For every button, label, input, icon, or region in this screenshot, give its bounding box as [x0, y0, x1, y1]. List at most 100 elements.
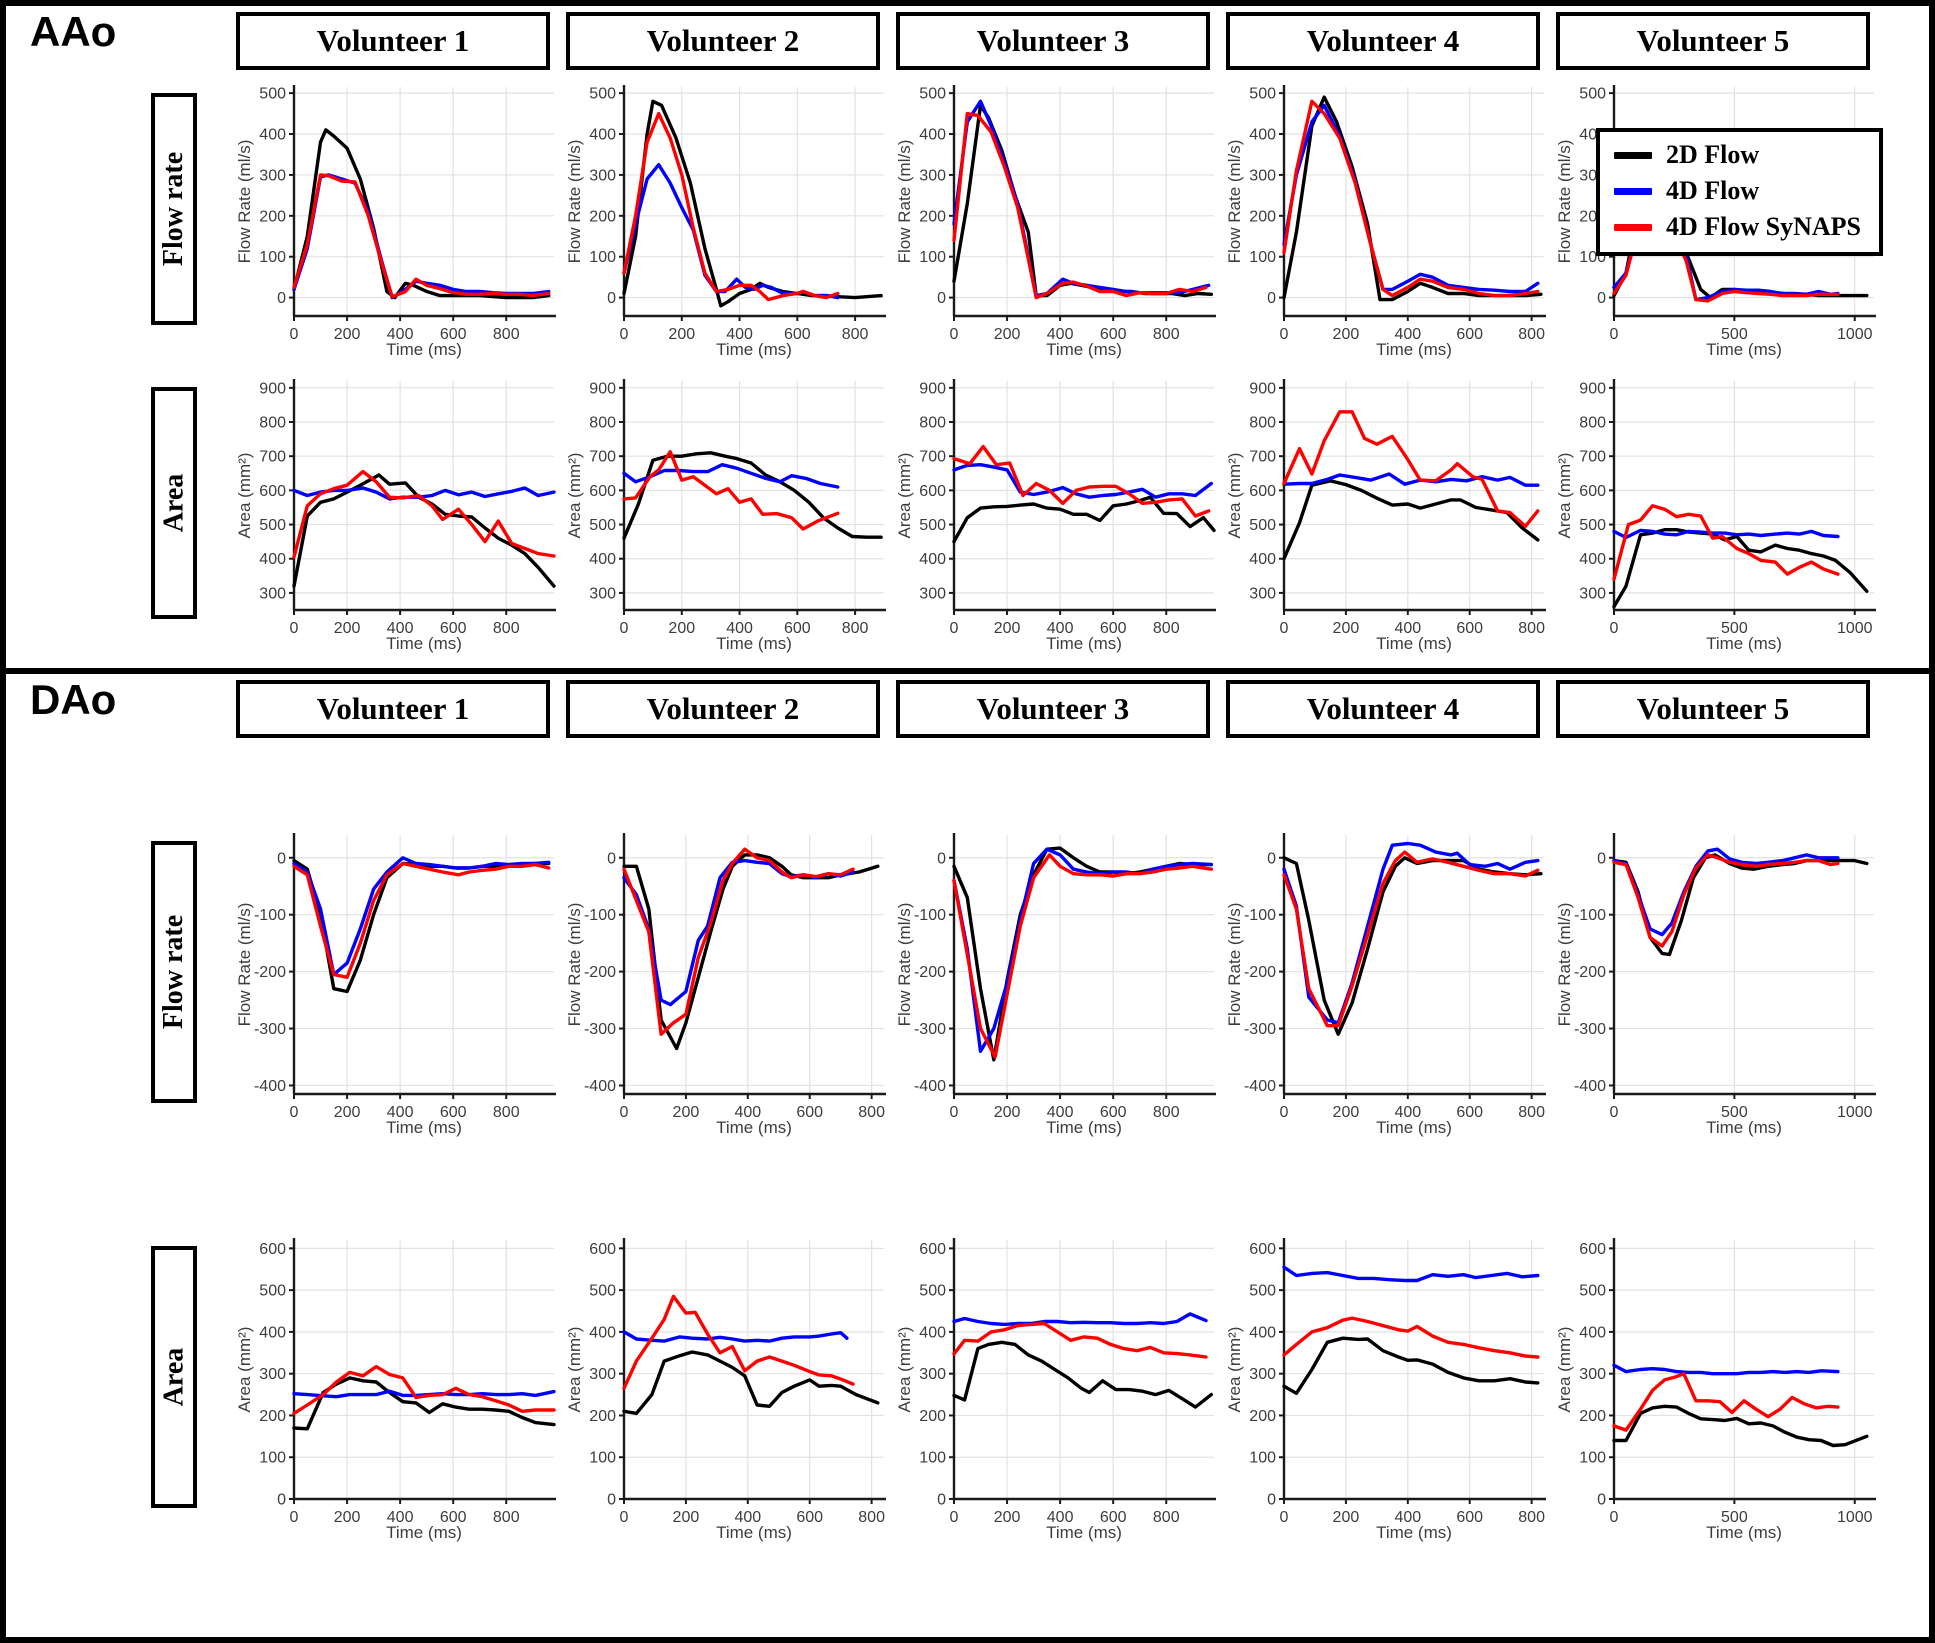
y-tick-label: 400 — [589, 552, 616, 569]
x-axis-label: Time (ms) — [1376, 1118, 1452, 1137]
x-tick-label: 600 — [1456, 1104, 1483, 1121]
y-tick-label: 0 — [1267, 1492, 1276, 1509]
chart: 0 500 1000 300 400 500 600 700 800 900 Time (ms) Ar… — [1555, 379, 1876, 653]
x-axis-label: Time (ms) — [386, 634, 462, 653]
row-label: Area — [151, 387, 197, 620]
series-4d-flow — [1282, 103, 1540, 293]
panel-title-dao: DAo — [30, 676, 117, 723]
x-tick-label: 200 — [668, 620, 695, 637]
chart-cell: 0 200 400 600 800 0 100 200 300 400 500 Time (ms) Fl… — [1225, 77, 1556, 367]
y-tick-label: 100 — [259, 1450, 286, 1467]
series-4d-flow — [952, 99, 1211, 297]
y-tick-label: 600 — [1249, 483, 1276, 500]
y-tick-label: -200 — [914, 964, 946, 981]
row-label-text: Flow rate — [158, 914, 190, 1030]
series-4d-flow-synaps — [1282, 1316, 1540, 1359]
x-tick-label: 600 — [440, 620, 467, 637]
series-4d-flow-synaps — [952, 1321, 1208, 1359]
panel-dao: DAo Volunteer 1 Volunteer 2 Volunteer 3 Vol… — [6, 668, 1929, 1637]
y-tick-label: 400 — [259, 1324, 286, 1341]
y-axis-label: Area (mm²) — [236, 1327, 254, 1413]
y-axis-label: Flow Rate (ml/s) — [236, 139, 254, 263]
chart: 0 200 400 600 800 -400 -300 -200 -100 0 Time (ms) F… — [235, 833, 556, 1137]
y-tick-label: 800 — [1579, 415, 1606, 432]
y-tick-label: 500 — [589, 517, 616, 534]
x-axis-label: Time (ms) — [1046, 1523, 1122, 1542]
y-tick-label: 400 — [919, 1324, 946, 1341]
x-axis-label: Time (ms) — [1376, 340, 1452, 359]
series-4d-flow — [1282, 1265, 1540, 1283]
x-tick-label: 600 — [1100, 326, 1127, 343]
x-axis-label: Time (ms) — [386, 1523, 462, 1542]
chart-cell: 0 200 400 600 800 300 400 500 600 700 800 900 Time (… — [235, 371, 566, 661]
y-tick-label: 600 — [919, 483, 946, 500]
legend-line-swatch-4d-flow-synaps — [1613, 223, 1652, 231]
volunteer-header: Volunteer 5 — [1556, 12, 1870, 70]
series-4d-flow — [292, 172, 551, 299]
y-tick-label: 900 — [589, 381, 616, 398]
y-tick-label: 0 — [277, 1492, 286, 1509]
x-tick-label: 800 — [1518, 1104, 1545, 1121]
x-tick-label: 0 — [950, 1509, 959, 1526]
x-tick-label: 0 — [1610, 620, 1619, 637]
volunteer-header: Volunteer 2 — [566, 680, 880, 738]
series-2d-flow — [622, 1350, 880, 1416]
legend-label: 4D Flow — [1665, 176, 1760, 205]
y-tick-label: 600 — [1249, 1241, 1276, 1258]
x-tick-label: 200 — [1333, 326, 1360, 343]
y-tick-label: 400 — [259, 552, 286, 569]
chart: 0 200 400 600 800 0 100 200 300 400 500 Time (ms) Fl… — [1225, 84, 1546, 359]
series-4d-flow — [292, 856, 551, 977]
y-tick-label: 400 — [589, 126, 616, 143]
x-tick-label: 400 — [1047, 1104, 1074, 1121]
y-tick-label: 0 — [1267, 850, 1276, 867]
x-tick-label: 600 — [1456, 620, 1483, 637]
x-tick-label: 400 — [1047, 326, 1074, 343]
x-tick-label: 600 — [1456, 1509, 1483, 1526]
x-axis-label: Time (ms) — [1046, 634, 1122, 653]
volunteer-header: Volunteer 2 — [566, 12, 880, 70]
series-4d-flow-synaps — [1612, 1371, 1840, 1432]
x-tick-label: 0 — [620, 620, 629, 637]
series-4d-flow — [1612, 847, 1840, 937]
chart-row: Flow rate 0 200 400 600 800 0 100 200 300 400 500 Ti… — [151, 77, 1915, 367]
series-4d-flow — [1612, 529, 1840, 540]
y-axis-label: Flow Rate (ml/s) — [566, 139, 584, 263]
y-axis-label: Flow Rate (ml/s) — [896, 903, 914, 1027]
series-2d-flow — [622, 99, 883, 308]
series-4d-flow-synaps — [1612, 853, 1840, 948]
series-2d-flow — [1612, 528, 1869, 609]
y-tick-label: 100 — [919, 1450, 946, 1467]
y-tick-label: 300 — [1249, 167, 1276, 184]
x-tick-label: 200 — [668, 326, 695, 343]
x-tick-label: 400 — [387, 620, 414, 637]
x-tick-label: 400 — [1047, 1509, 1074, 1526]
y-tick-label: 700 — [1579, 449, 1606, 466]
y-axis-label: Area (mm²) — [1556, 453, 1574, 539]
x-tick-label: 0 — [1280, 1104, 1289, 1121]
series-4d-flow — [292, 486, 556, 501]
y-tick-label: 400 — [1249, 552, 1276, 569]
y-tick-label: -400 — [914, 1078, 946, 1095]
y-tick-label: -100 — [914, 907, 946, 924]
y-tick-label: -100 — [1244, 907, 1276, 924]
y-tick-label: 900 — [1579, 381, 1606, 398]
y-tick-label: 900 — [919, 381, 946, 398]
x-tick-label: 200 — [334, 326, 361, 343]
y-tick-label: 400 — [1249, 126, 1276, 143]
x-tick-label: 600 — [796, 1104, 823, 1121]
y-axis-label: Flow Rate (ml/s) — [1226, 139, 1244, 263]
x-axis-label: Time (ms) — [716, 340, 792, 359]
x-tick-label: 500 — [1721, 1104, 1748, 1121]
y-tick-label: 600 — [259, 1241, 286, 1258]
y-tick-label: 500 — [1249, 517, 1276, 534]
series-4d-flow-synaps — [1612, 504, 1840, 582]
x-tick-label: 600 — [784, 326, 811, 343]
x-tick-label: 200 — [334, 1104, 361, 1121]
legend-line-swatch-2d-flow — [1613, 151, 1652, 159]
row-label: Area — [151, 1246, 197, 1508]
y-tick-label: 300 — [1249, 1366, 1276, 1383]
row-label: Flow rate — [151, 92, 197, 325]
